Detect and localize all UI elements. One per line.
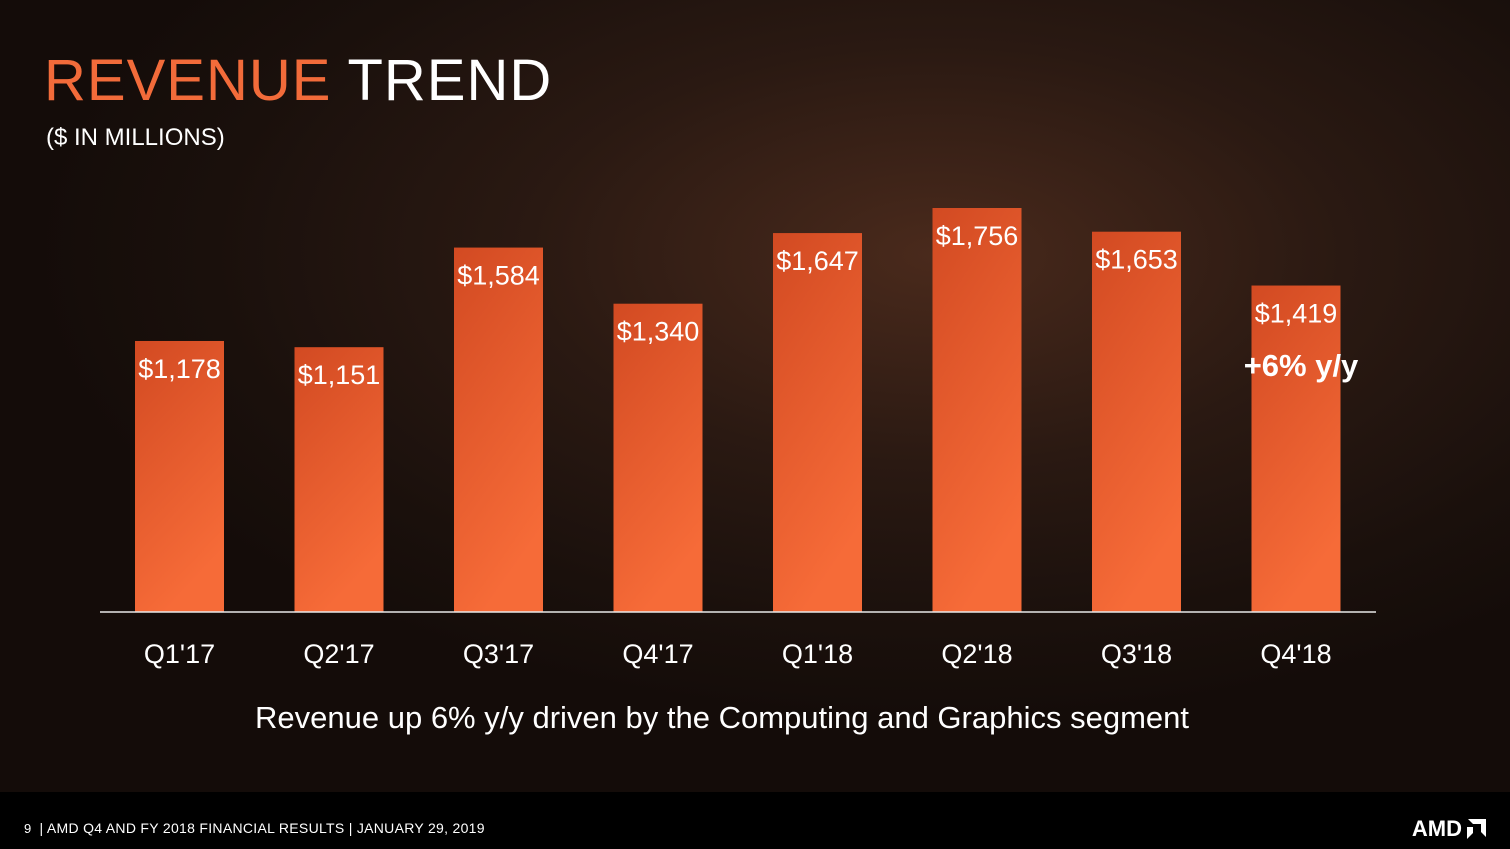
value-label: $1,584 (457, 261, 540, 291)
footer-text: 9 | AMD Q4 AND FY 2018 FINANCIAL RESULTS … (24, 820, 485, 836)
category-label: Q3'18 (1101, 639, 1172, 669)
category-label: Q1'18 (782, 639, 853, 669)
footer-bar: 9 | AMD Q4 AND FY 2018 FINANCIAL RESULTS … (0, 792, 1510, 849)
yoy-annotation: +6% y/y (1244, 348, 1359, 383)
bar-Q3'18 (1092, 231, 1181, 613)
value-label: $1,151 (298, 360, 381, 390)
page-number: 9 (24, 821, 32, 836)
bar-Q4'17 (613, 303, 703, 612)
category-label: Q1'17 (144, 639, 215, 669)
category-label: Q3'17 (463, 639, 534, 669)
value-label: $1,419 (1255, 299, 1338, 329)
title-accent: REVENUE (44, 48, 332, 113)
bar-Q1'18 (773, 233, 862, 612)
revenue-bar-chart: $1,178 $1,151 $1,584 $1,340 $1,647 $1,756 $1,6… (100, 208, 1376, 669)
value-label: $1,647 (776, 246, 859, 276)
category-label: Q4'18 (1260, 639, 1331, 669)
bar-Q4'18 (1251, 285, 1341, 612)
bar-Q2'18 (932, 208, 1022, 612)
category-label: Q2'17 (303, 639, 374, 669)
category-labels-group: Q1'17 Q2'17 Q3'17 Q4'17 Q1'18 Q2'18 Q3'18 Q4'18 (144, 639, 1332, 669)
value-label: $1,178 (138, 354, 221, 384)
value-label: $1,653 (1095, 245, 1178, 275)
value-labels-group: $1,178 $1,151 $1,584 $1,340 $1,647 $1,756 $1,6… (138, 221, 1337, 390)
category-label: Q2'18 (941, 639, 1012, 669)
bar-Q2'17 (294, 347, 384, 612)
amd-arrow-icon (1467, 819, 1486, 839)
footer-label: | AMD Q4 AND FY 2018 FINANCIAL RESULTS |… (39, 820, 485, 836)
bars-group (135, 208, 1341, 613)
amd-logo-text: AMD (1411, 816, 1462, 841)
value-label: $1,340 (617, 317, 700, 347)
bar-Q1'17 (135, 340, 224, 612)
amd-logo: AMD (1412, 816, 1486, 842)
category-label: Q4'17 (622, 639, 693, 669)
title-main: TREND (347, 48, 553, 113)
slide-subtitle: ($ IN MILLIONS) (46, 124, 225, 151)
slide-title: REVENUE TREND (44, 52, 552, 110)
value-label: $1,756 (936, 221, 1019, 251)
bar-Q3'17 (454, 247, 543, 612)
slide-caption: Revenue up 6% y/y driven by the Computin… (255, 700, 1189, 735)
